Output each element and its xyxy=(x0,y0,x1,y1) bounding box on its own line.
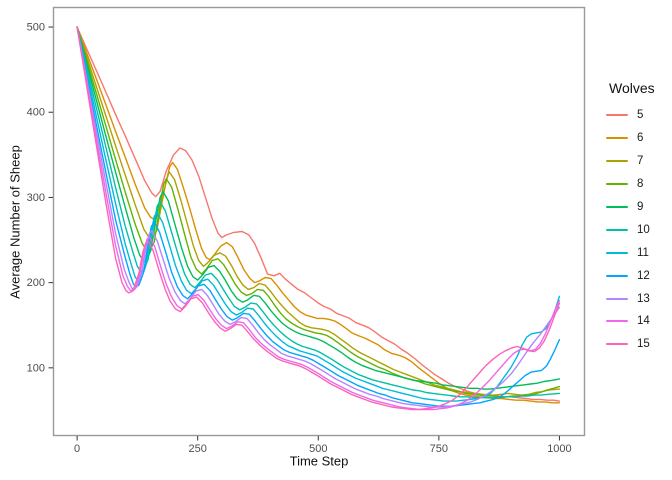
legend-item-label: 11 xyxy=(637,246,649,259)
legend-item-7: 7 xyxy=(606,150,655,173)
series-line-10 xyxy=(76,26,561,399)
series-line-14 xyxy=(76,26,561,411)
legend-item-11: 11 xyxy=(606,241,655,264)
x-tick-label: 1000 xyxy=(547,443,571,455)
legend-item-label: 15 xyxy=(637,338,650,351)
legend-key-line xyxy=(606,343,628,346)
legend-key-line xyxy=(606,114,628,117)
legend-items: 5 6 7 8 9 10 11 12 13 14 15 xyxy=(606,104,655,356)
legend-item-12: 12 xyxy=(606,264,655,287)
legend-item-label: 14 xyxy=(637,315,650,328)
legend-item-label: 5 xyxy=(637,109,644,122)
legend-key-line xyxy=(606,160,628,163)
x-axis-title: Time Step xyxy=(289,453,349,469)
y-tick-label: 500 xyxy=(27,22,45,34)
legend-item-14: 14 xyxy=(606,310,655,333)
series-line-6 xyxy=(76,26,561,404)
legend-item-label: 9 xyxy=(637,201,644,213)
x-tick-label: 250 xyxy=(189,443,207,455)
legend: Wolves 5 6 7 8 9 10 11 12 13 14 15 xyxy=(606,80,655,356)
legend-item-label: 8 xyxy=(637,178,644,191)
legend-item-label: 12 xyxy=(637,269,650,282)
legend-item-15: 15 xyxy=(606,333,655,356)
legend-key-line xyxy=(606,251,628,254)
series-line-5 xyxy=(76,26,561,402)
legend-item-5: 5 xyxy=(606,104,655,127)
x-tick-label: 750 xyxy=(430,443,448,455)
y-axis-title: Average Number of Sheep xyxy=(7,145,23,299)
legend-item-label: 7 xyxy=(637,155,644,168)
legend-item-9: 9 xyxy=(606,196,655,219)
legend-key-line xyxy=(606,320,628,323)
legend-key-line xyxy=(606,183,628,186)
legend-key-line xyxy=(606,206,628,208)
panel-border xyxy=(52,6,586,437)
x-tick-label: 0 xyxy=(74,443,80,455)
series-line-11 xyxy=(76,26,561,402)
legend-title: Wolves xyxy=(609,80,655,96)
legend-item-13: 13 xyxy=(606,287,655,310)
legend-item-label: 6 xyxy=(637,132,644,145)
legend-key-line xyxy=(606,137,628,140)
series-line-8 xyxy=(76,26,561,398)
legend-item-label: 10 xyxy=(637,223,650,236)
legend-key-line xyxy=(606,297,628,300)
series-line-9 xyxy=(76,26,561,390)
y-tick-label: 200 xyxy=(27,277,45,289)
legend-item-8: 8 xyxy=(606,173,655,196)
series-line-13 xyxy=(76,26,561,408)
y-tick-label: 400 xyxy=(27,107,45,119)
legend-key-line xyxy=(606,228,628,231)
series-line-7 xyxy=(76,26,561,396)
y-tick-label: 100 xyxy=(27,362,45,374)
legend-item-10: 10 xyxy=(606,218,655,241)
legend-item-6: 6 xyxy=(606,127,655,150)
legend-key-line xyxy=(606,274,628,277)
series-line-12 xyxy=(76,26,561,407)
series-line-15 xyxy=(76,26,561,411)
y-tick-label: 300 xyxy=(27,192,45,204)
x-tick-label: 500 xyxy=(309,443,327,455)
legend-item-label: 13 xyxy=(637,292,650,305)
